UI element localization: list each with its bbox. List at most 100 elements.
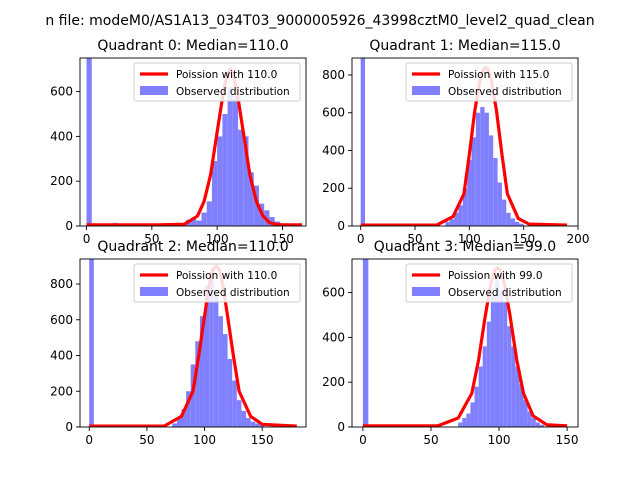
hist-bar — [482, 346, 487, 427]
hist-bar — [259, 425, 265, 427]
y-tick-label: 400 — [50, 129, 73, 143]
legend-label-poisson: Poission with 115.0 — [448, 69, 549, 81]
hist-bar — [486, 321, 491, 427]
subplot-quadrant-3: 0 50 100 150 0 200 400 600 Poission with 99.0 Obs… — [322, 239, 578, 447]
x-tick-label: 0 — [359, 433, 367, 447]
legend-box — [405, 62, 573, 102]
hist-bar — [510, 218, 515, 226]
y-tick-label: 0 — [337, 219, 345, 233]
y-tick-label: 600 — [322, 286, 345, 300]
x-tick-label: 150 — [251, 433, 274, 447]
hist-bar — [454, 212, 459, 226]
legend-patch-swatch — [412, 86, 440, 95]
hist-bar — [204, 285, 210, 427]
observed-histogram — [86, 58, 286, 226]
hist-bar — [232, 96, 239, 226]
y-tick-label: 800 — [50, 277, 73, 291]
hist-bar — [535, 422, 540, 427]
y-tick-label: 0 — [65, 219, 73, 233]
y-tick-label: 600 — [50, 85, 73, 99]
x-tick-label: 100 — [488, 433, 511, 447]
hist-bar — [501, 199, 507, 226]
hist-bar — [222, 114, 228, 226]
x-tick-label: 100 — [193, 433, 216, 447]
legend: Poission with 110.0 Observed distribution — [133, 62, 301, 102]
hist-bar — [539, 424, 544, 427]
x-tick-label: 150 — [271, 232, 294, 246]
subplot-quadrant-0: 0 50 100 150 0 200 400 600 Poission with 110.0 Ob… — [50, 38, 307, 246]
hist-bar — [531, 418, 536, 427]
hist-bar — [499, 290, 504, 427]
hist-bar — [360, 58, 366, 226]
hist-bar — [176, 418, 182, 427]
hist-bar — [227, 87, 233, 226]
legend-label-observed: Observed distribution — [176, 287, 290, 299]
legend-box — [405, 263, 573, 303]
hist-bar — [475, 112, 481, 226]
hist-bar — [255, 423, 260, 427]
x-tick-label: 150 — [556, 433, 579, 447]
hist-bar — [206, 201, 212, 226]
x-tick-label: 150 — [512, 232, 535, 246]
y-tick-label: 800 — [322, 68, 345, 82]
legend-box — [133, 62, 301, 102]
hist-bar — [250, 421, 256, 427]
hist-bar — [484, 112, 489, 226]
hist-bar — [236, 400, 242, 427]
hist-bar — [462, 188, 468, 226]
hist-bar — [190, 364, 196, 427]
y-tick-label: 400 — [322, 143, 345, 157]
hist-bar — [243, 136, 249, 226]
hist-bar — [238, 129, 244, 226]
legend-label-observed: Observed distribution — [176, 86, 290, 98]
hist-bar — [209, 275, 214, 427]
figure-suptitle: n file: modeM0/AS1A13_034T03_9000005926_… — [45, 13, 594, 29]
hist-bar — [248, 172, 254, 226]
hist-bar — [480, 107, 485, 226]
subplot-quadrant-2: 0 50 100 150 0 200 400 600 800 Poission with 110.… — [50, 239, 307, 447]
hist-bar — [488, 135, 494, 226]
hist-bar — [458, 205, 463, 226]
hist-bar — [462, 418, 467, 427]
x-tick-label: 50 — [144, 232, 159, 246]
axes-frame — [79, 57, 307, 227]
y-tick-label: 200 — [50, 384, 73, 398]
hist-bar — [253, 185, 259, 226]
hist-bar — [217, 136, 223, 226]
hist-bar — [497, 182, 502, 226]
hist-bar — [458, 422, 463, 427]
axes-frame — [79, 258, 307, 428]
axes-frame — [351, 258, 579, 428]
x-tick-label: 100 — [458, 232, 481, 246]
legend-label-observed: Observed distribution — [448, 287, 562, 299]
hist-bar — [493, 158, 498, 226]
hist-bar — [218, 316, 223, 427]
hist-bar — [211, 161, 218, 226]
x-tick-label: 50 — [423, 433, 438, 447]
hist-bar — [241, 410, 247, 427]
hist-bar — [466, 413, 471, 427]
subplot-quadrant-1: 0 50 100 150 200 0 200 400 600 800 Poission with 1… — [322, 38, 589, 246]
hist-bar — [199, 316, 205, 427]
subplot-title: Quadrant 2: Median=110.0 — [97, 239, 288, 255]
observed-histogram — [89, 259, 265, 427]
hist-bar — [172, 423, 177, 427]
hist-bar — [89, 259, 94, 427]
observed-histogram — [360, 58, 524, 226]
hist-bar — [506, 212, 511, 226]
subplot-title: Quadrant 0: Median=110.0 — [97, 38, 288, 54]
y-tick-label: 0 — [337, 420, 345, 434]
legend: Poission with 110.0 Observed distribution — [133, 263, 301, 303]
y-tick-label: 200 — [322, 181, 345, 195]
hist-bar — [196, 220, 202, 226]
hist-bar — [490, 294, 495, 427]
hist-bar — [246, 418, 251, 427]
hist-bar — [201, 212, 207, 226]
legend-label-poisson: Poission with 99.0 — [448, 270, 543, 282]
y-tick-label: 0 — [65, 420, 73, 434]
x-tick-label: 0 — [357, 232, 365, 246]
y-tick-label: 200 — [50, 174, 73, 188]
legend: Poission with 99.0 Observed distribution — [405, 263, 573, 303]
y-tick-label: 400 — [50, 349, 73, 363]
